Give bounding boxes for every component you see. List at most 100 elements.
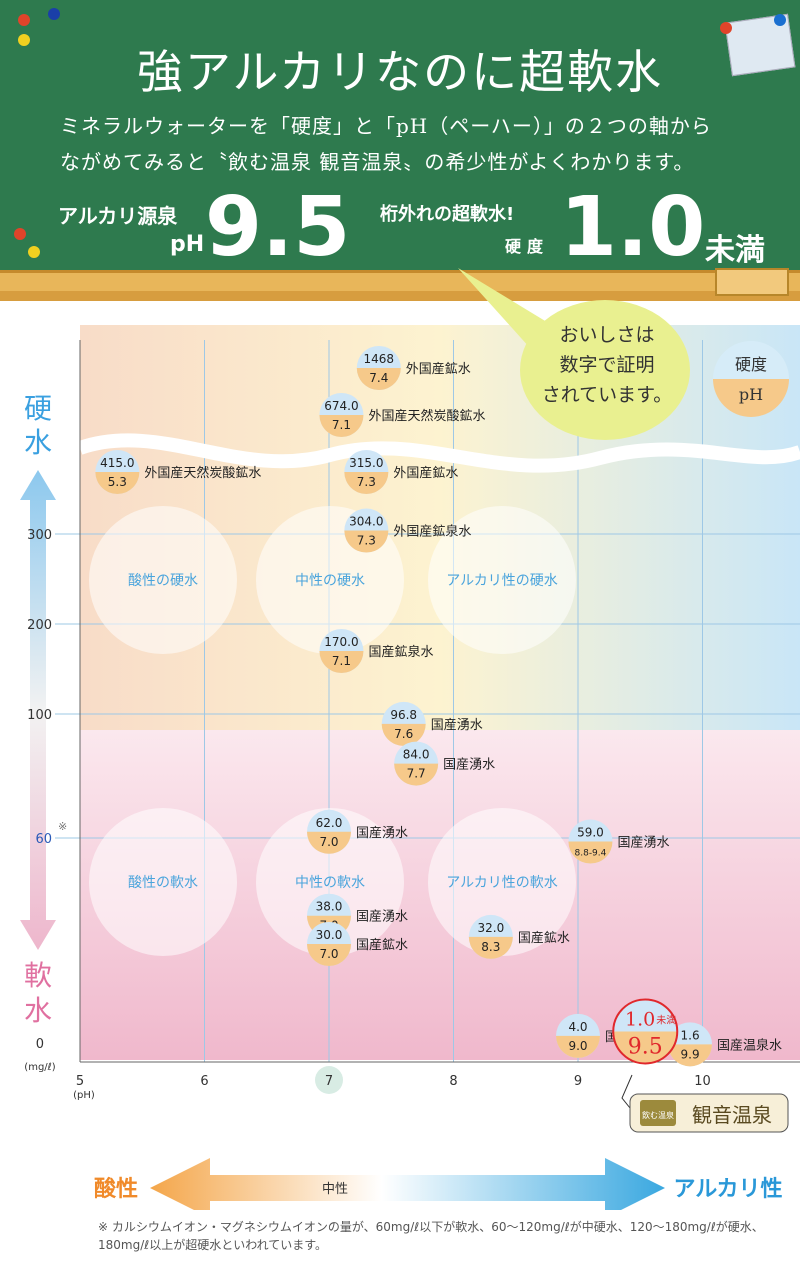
point-ph: 8.3	[481, 940, 500, 954]
point-label: 国産湧水	[356, 825, 408, 841]
point-badge-bottom	[307, 831, 351, 854]
x-tick-label: 8	[449, 1074, 457, 1089]
x-tick-label: 10	[694, 1074, 711, 1089]
featured-badge-mark: 飲む温泉	[642, 1110, 674, 1120]
chalkboard-header	[0, 0, 800, 278]
x-unit-label: (pH)	[73, 1090, 95, 1101]
data-point: 62.0 7.0 国産湧水	[307, 809, 408, 854]
data-point: 315.0 7.3 外国産鉱水	[344, 450, 458, 494]
zone-label-neutral-soft: 中性の軟水	[295, 875, 365, 891]
x-tick-label: 7	[325, 1074, 333, 1089]
point-badge-bottom	[381, 723, 426, 746]
point-hardness: 62.0	[316, 816, 343, 830]
y-tick-label: 0	[36, 1037, 44, 1052]
data-point: 30.0 7.0 国産鉱水	[307, 922, 408, 966]
point-ph: 7.1	[332, 654, 351, 668]
point-ph: 7.4	[369, 371, 388, 385]
point-badge-bottom	[568, 841, 613, 864]
hardness-arrow	[20, 470, 56, 950]
yellow-dot-icon	[28, 246, 40, 258]
point-hardness: 4.0	[568, 1020, 587, 1034]
board-title: 強アルカリなのに超軟水	[136, 45, 664, 99]
bubble-line3: されています。	[541, 384, 673, 406]
point-badge-bottom	[668, 1044, 713, 1067]
soft-caption: 桁外れの超軟水!	[380, 204, 515, 225]
point-ph: 7.3	[357, 534, 376, 548]
point-label: 国産鉱泉水	[368, 644, 433, 660]
point-label: 外国産天然炭酸鉱水	[144, 465, 261, 481]
y-tick-label: 100	[27, 708, 52, 723]
chalk-tray-edge	[0, 291, 800, 301]
zone-acid-hard	[89, 506, 237, 654]
point-ph: 9.9	[681, 1047, 700, 1061]
y-tick-labels: 0 60 100 200 300	[27, 528, 52, 1052]
scale-neutral-label: 中性	[322, 1182, 348, 1197]
data-point: 96.8 7.6 国産湧水	[381, 701, 483, 746]
x-tick-label: 5	[76, 1074, 84, 1089]
hardness-ph-chart: 酸性の硬水 中性の硬水 アルカリ性の硬水 酸性の軟水 中性の軟水 アルカリ性の軟…	[20, 325, 800, 1210]
onsen-logo-icon	[640, 1100, 676, 1126]
hardness-prefix: 硬度	[505, 237, 550, 256]
point-hardness: 1.6	[681, 1028, 700, 1042]
zone-label-neutral-hard: 中性の硬水	[295, 573, 365, 589]
point-badge-bottom	[319, 415, 364, 437]
point-badge-bottom	[556, 1035, 600, 1058]
y-title-hard-1: 硬	[24, 392, 52, 425]
x-tick-label: 9	[574, 1074, 582, 1089]
point-badge-bottom	[468, 936, 513, 959]
data-point: 1.6 9.9 国産温泉水	[668, 1022, 782, 1067]
red-dot-icon	[14, 228, 26, 240]
neutral-marker	[315, 1066, 343, 1094]
zone-neutral-soft	[256, 808, 404, 956]
data-point: 1468 7.4 外国産鉱水	[356, 346, 471, 391]
blue-dot-icon	[48, 8, 60, 20]
data-point: 304.0 7.3 外国産鉱泉水	[344, 508, 471, 553]
data-point: 59.0 8.8-9.4 国産湧水	[568, 819, 669, 864]
point-ph: 9.0	[568, 1039, 587, 1053]
bubble-line1: おいしさは	[559, 324, 655, 346]
point-badge-bottom	[344, 472, 389, 494]
red-dot-icon	[18, 14, 30, 26]
chalk-tray	[0, 270, 800, 291]
point-label: 外国産鉱泉水	[393, 524, 471, 540]
point-label: 国産湧水	[617, 835, 669, 851]
point-badge-bottom	[319, 651, 364, 673]
featured-point	[612, 998, 679, 1065]
point-ph: 5.3	[108, 475, 127, 489]
point-ph: 8.8-9.4	[575, 849, 607, 859]
point-hardness: 84.0	[403, 748, 430, 762]
point-ph: 7.6	[394, 727, 413, 741]
bubble-line2: 数字で証明	[559, 354, 655, 376]
speech-bubble-text: おいしさは 数字で証明 されています。	[532, 320, 682, 410]
footnote: ※ カルシウムイオン・マグネシウムイオンの量が、60mg/ℓ以下が軟水、60〜1…	[98, 1220, 764, 1252]
featured-hardness: 1.0	[625, 1008, 655, 1030]
data-points: 1468 7.4 外国産鉱水 674.0 7.1 外国産天然炭酸鉱水 415.0 5.3 外国産…	[95, 346, 782, 1067]
point-label: 外国産鉱水	[406, 361, 471, 377]
point-hardness: 674.0	[324, 399, 358, 413]
point-label: 国産湧水	[356, 909, 408, 925]
data-point: 32.0 8.3 国産鉱水	[468, 914, 570, 959]
scale-acid-label: 酸性	[94, 1177, 138, 1202]
blue-pin-icon	[774, 14, 786, 26]
point-label: 国産鉱水	[518, 930, 570, 946]
board-subtitle-line1: ミネラルウォーターを「硬度」と「pH（ペーハー）」の２つの軸から	[60, 114, 712, 138]
hardness-value: 1.0	[560, 180, 706, 275]
x-tick-label: 6	[200, 1074, 208, 1089]
point-hardness: 59.0	[577, 826, 604, 840]
point-hardness: 1468	[364, 352, 395, 366]
y-tick-label: 300	[27, 528, 52, 543]
y-unit-label: (mg/ℓ)	[24, 1062, 55, 1073]
zone-label-acid-hard: 酸性の硬水	[128, 573, 198, 589]
zone-alkali-soft	[428, 808, 576, 956]
point-label: 国産湧水	[443, 757, 495, 773]
legend-key-bottom: pH	[739, 385, 763, 404]
y-title-soft-1: 軟	[24, 959, 52, 992]
x-tick-labels: 5 6 7 8 9 10	[76, 1066, 711, 1094]
point-hardness: 32.0	[477, 921, 504, 935]
zone-label-alkali-hard: アルカリ性の硬水	[446, 573, 557, 589]
point-badge-bottom	[307, 944, 351, 966]
point-label: 国産鉱水	[356, 937, 408, 953]
yellow-dot-icon	[18, 34, 30, 46]
point-ph: 7.7	[407, 767, 426, 781]
point-hardness: 170.0	[324, 635, 358, 649]
